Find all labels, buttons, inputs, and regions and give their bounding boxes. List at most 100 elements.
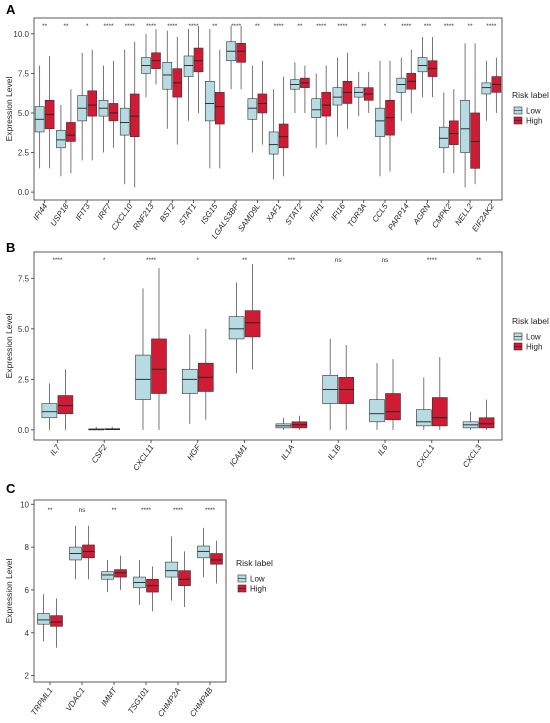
box-high [198,328,214,420]
box-body [417,57,428,73]
significance-label: ns [335,257,343,264]
y-tick-label: 2 [25,672,30,681]
box-high [215,49,225,169]
box-high [151,268,167,430]
box-low [311,73,321,148]
box-body [182,368,198,394]
box-high [257,60,268,145]
box-body [460,99,470,153]
box-low [197,527,210,578]
significance-label: **** [427,257,438,264]
box-high [406,49,417,113]
box-low [88,426,104,431]
x-tick-label: IRF7 [96,202,114,222]
x-tick-label: ISG15 [199,202,220,226]
box-high [172,36,183,145]
box-high [321,65,331,145]
box-low [133,559,146,605]
significance-label: *** [424,23,432,30]
box-body [478,417,495,429]
panel-label: B [6,240,15,255]
x-tick-label: VDAC1 [64,686,87,713]
box-body [470,112,480,169]
box-body [165,561,178,578]
significance-label: ** [476,257,482,264]
box-low [34,65,45,169]
box-high [114,555,127,590]
x-tick-label: TOR3A [346,202,369,229]
y-tick-label: 7.5 [18,69,30,78]
significance-label: **** [401,23,412,30]
significance-label: ** [255,23,261,30]
box-high [146,566,159,612]
box-low [77,52,87,161]
box-high [278,76,289,177]
box-high [129,41,140,188]
box-high [300,65,310,113]
box-high [491,57,502,113]
box-body [481,82,492,95]
box-high [82,525,95,580]
x-tick-label: IL1A [279,443,296,462]
box-body [129,93,140,137]
y-tick-label: 5.0 [18,109,30,118]
x-tick-label: EIF2AK2 [470,202,496,234]
box-body [439,126,449,149]
box-body [215,92,225,125]
box-high [478,399,495,430]
box-low [275,417,292,430]
box-body [278,123,289,149]
box-high [244,264,261,370]
significance-label: **** [188,23,199,30]
significance-label: ** [42,23,48,30]
x-tick-label: IL6 [376,443,390,458]
box-body [193,47,204,73]
box-body [57,395,74,415]
x-tick-label: CHMP4B [188,685,215,718]
significance-label: * [103,257,106,264]
box-low [101,559,114,593]
plot-frame [33,17,503,201]
significance-label: * [86,23,89,30]
significance-label: **** [141,507,152,514]
significance-label: **** [231,23,242,30]
x-tick-label: SAMD9L [236,202,262,233]
significance-label: **** [146,257,157,264]
x-tick-label: CMPK2 [430,202,453,230]
significance-label: ns [79,507,87,514]
legend-entry-high: High [526,343,542,352]
x-tick-label: BST2 [158,202,177,224]
box-high [291,415,308,430]
x-tick-label: ICAM1 [228,443,249,468]
x-tick-label: IFI44 [31,202,49,223]
legend-entry-high: High [250,585,266,594]
box-body [101,571,114,580]
y-tick-label: 7.5 [18,274,30,283]
box-low [353,71,364,117]
box-high [66,89,76,174]
legend-title: Risk label [512,90,549,100]
box-body [449,120,459,145]
box-low [369,363,385,430]
x-tick-label: XAF1 [264,202,283,224]
box-body [56,130,66,149]
box-high [427,36,438,98]
significance-label: ** [361,23,367,30]
y-axis-label: Expression Level [4,77,14,142]
box-low [460,43,470,188]
box-low [417,36,428,98]
significance-label: ns [382,257,390,264]
box-high [449,89,459,174]
box-low [332,57,343,137]
x-tick-label: IL1B [326,442,343,461]
box-low [98,65,109,153]
y-tick-label: 8 [25,543,30,552]
x-tick-label: IFI16 [329,202,347,223]
box-low [41,383,58,430]
box-low [322,338,339,430]
box-body [87,90,97,117]
x-tick-label: CXCL1 [414,443,436,469]
